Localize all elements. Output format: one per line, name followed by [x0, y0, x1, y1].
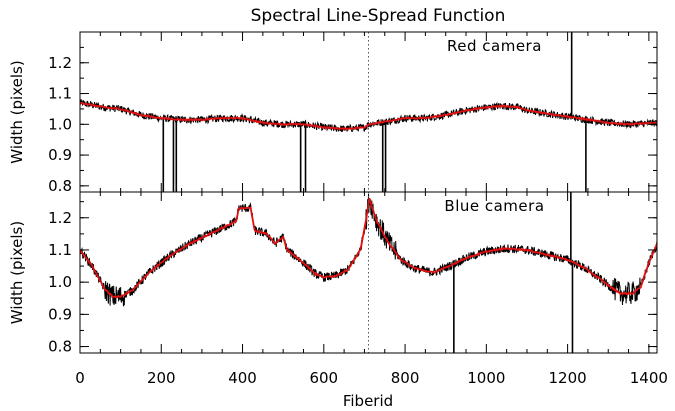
- y-tick-label: 0.8: [48, 177, 72, 195]
- x-tick-label: 600: [309, 369, 338, 387]
- y-axis-label: Width (pixels): [8, 221, 26, 324]
- x-axis-label: Fiberid: [343, 392, 393, 410]
- panel-label: Blue camera: [444, 197, 544, 215]
- raw-trace: [80, 193, 657, 307]
- panel-frame: [79, 191, 658, 354]
- panel-label: Red camera: [447, 37, 542, 55]
- y-axis-label: Width (pixels): [8, 60, 26, 163]
- panel-data: [80, 32, 657, 192]
- x-tick-label: 800: [391, 369, 420, 387]
- y-tick-label: 1.2: [48, 54, 72, 72]
- y-tick-label: 0.8: [48, 338, 72, 356]
- y-tick-label: 1.0: [48, 273, 72, 291]
- x-tick-label: 1200: [549, 369, 587, 387]
- panel-red-camera: 0.8 0.9 1.0 1.1 1.2 Red camera Width (pixels): [8, 31, 658, 195]
- y-tick-label: 1.2: [48, 209, 72, 227]
- x-tick-label: 0: [75, 369, 85, 387]
- y-tick-label: 0.9: [48, 305, 72, 323]
- smoothed-trace: [80, 197, 657, 299]
- y-tick-label: 1.1: [48, 85, 72, 103]
- y-tick-label: 1.0: [48, 115, 72, 133]
- panel-data: [80, 192, 657, 353]
- y-tick-label: 0.9: [48, 146, 72, 164]
- y-tick-label: 1.1: [48, 241, 72, 259]
- panel-blue-camera: 0.8 0.9 1.0 1.1 1.2 Blue camera Width (pixels): [8, 191, 658, 356]
- x-tick-label: 400: [228, 369, 257, 387]
- x-tick-label: 1000: [467, 369, 505, 387]
- chart-title: Spectral Line-Spread Function: [251, 6, 506, 26]
- x-tick-label: 1400: [630, 369, 668, 387]
- x-tick-label: 200: [147, 369, 176, 387]
